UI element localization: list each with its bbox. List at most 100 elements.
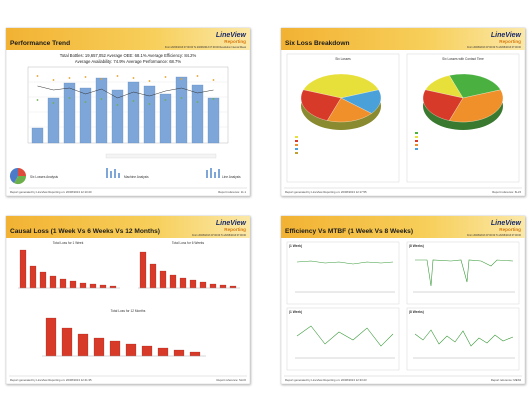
bars-shape — [29, 265, 37, 289]
trend-chart-shape-shape — [68, 77, 71, 79]
legend-swatches — [295, 132, 418, 154]
trend-chart-shape-shape — [180, 97, 183, 99]
trend-chart-shape — [105, 153, 217, 159]
page-title: Causal Loss (1 Week Vs 6 Weeks Vs 12 Mon… — [10, 228, 160, 235]
trend-chart-shape-shape — [79, 87, 92, 144]
logo-sub: Reporting — [224, 227, 246, 232]
report-page: Performance Trend LineView Reporting Fro… — [5, 27, 251, 197]
header-band — [281, 216, 525, 238]
footer: Report reference: 11.1 — [218, 190, 246, 194]
bars-shape — [159, 270, 167, 289]
bars-shape — [229, 285, 237, 289]
panel — [286, 241, 400, 305]
trend-chart-shape-shape — [95, 77, 108, 144]
bars-shape — [179, 277, 187, 289]
report-page: Six Loss Breakdown LineView Reporting Fr… — [280, 27, 526, 197]
trend-chart-shape — [36, 97, 215, 106]
chart-label: Total Loss for 1 Week — [53, 241, 84, 245]
bars-shape — [77, 333, 89, 357]
summary: Average Availability: 74.9% Average Perf… — [75, 59, 181, 64]
link-thumbs-shape — [114, 169, 116, 178]
link-thumbs-shape — [118, 173, 120, 178]
bars-shape — [157, 347, 169, 357]
legend-swatches-shape — [295, 152, 298, 154]
trend-chart-shape-shape — [196, 75, 199, 77]
header-band — [6, 216, 250, 238]
bars-shape — [209, 283, 217, 289]
link-thumbs-shape — [14, 176, 27, 185]
pie-3d-shape — [327, 97, 372, 123]
link-label[interactable]: Line Analysis — [222, 175, 241, 179]
trend-chart-shape-shape — [212, 79, 215, 81]
report-info: From 20/06/2013 07:00:00 To 20/08/2013 0… — [165, 46, 247, 49]
panel-label: (1 Week) — [289, 244, 302, 248]
link-thumbs-shape — [9, 167, 18, 183]
header-band — [281, 28, 525, 50]
trend-chart-shape-shape — [116, 104, 119, 106]
footer: Report reference: 6LL5 — [492, 190, 521, 194]
bars-shape — [19, 249, 27, 289]
legend-swatches-shape — [415, 148, 418, 150]
logo-sub: Reporting — [224, 39, 246, 44]
bars-shape — [93, 337, 105, 357]
bars-shape — [69, 280, 77, 289]
report-info: From 20/08/2013 07:00:00 To 20/08/2013 0… — [467, 234, 522, 237]
legend-swatches-shape — [295, 140, 298, 142]
chart-label: Six Losses with Contact Time — [442, 57, 484, 61]
chart-label: Six Losses — [335, 57, 351, 61]
summary: Total Bottles: 19,657,052 Average OEE: 6… — [60, 53, 197, 58]
link-label[interactable]: Six Losses Analysis — [30, 175, 58, 179]
logo-sub: Reporting — [499, 227, 521, 232]
bars — [19, 249, 237, 357]
trend-chart-shape-shape — [36, 75, 39, 77]
bars-shape — [189, 279, 197, 289]
link-thumbs — [9, 167, 220, 185]
pie-3d-shape — [340, 89, 382, 114]
bars-shape — [59, 278, 67, 289]
pie-3d-shape — [449, 89, 504, 123]
trend-chart-shape-shape — [31, 127, 44, 144]
logo: LineView — [216, 32, 247, 39]
bars-shape — [45, 317, 57, 357]
legend-swatches-shape — [295, 148, 298, 150]
pie-3d — [422, 73, 504, 130]
link-thumbs-shape — [106, 168, 108, 178]
bars-shape — [49, 275, 57, 289]
trend-chart-shape-shape — [100, 98, 103, 100]
trend-lines — [296, 259, 514, 347]
logo: LineView — [491, 220, 522, 227]
page-title: Efficiency Vs MTBF (1 Week Vs 8 Weeks) — [285, 228, 413, 235]
pie-3d-shape — [303, 73, 379, 99]
trend-chart-shape-shape — [164, 76, 167, 78]
trend-chart-shape-shape — [191, 84, 204, 144]
trend-chart-shape-shape — [84, 101, 87, 103]
bars-shape — [79, 282, 87, 289]
legend-swatches-shape — [295, 144, 298, 146]
footer: Report generated by LineView Reporting o… — [10, 378, 92, 382]
bars-shape — [109, 285, 117, 289]
trend-lines-shape — [415, 259, 514, 287]
header-band — [6, 28, 250, 50]
trend-chart-shape-shape — [207, 97, 220, 144]
pie-3d-shape — [449, 73, 501, 99]
trend-chart-shape-shape — [212, 98, 215, 100]
link-thumbs-shape — [210, 168, 212, 178]
bars-shape — [89, 283, 97, 289]
chart-label: Total Loss for 12 Months — [111, 309, 146, 313]
footer: Report generated by LineView Reporting o… — [285, 378, 367, 382]
legend-swatches-shape — [415, 144, 418, 146]
trend-chart-shape-shape — [116, 75, 119, 77]
link-thumbs-shape — [206, 170, 208, 178]
trend-chart-shape-shape — [132, 77, 135, 79]
trend-chart — [27, 66, 229, 159]
link-label[interactable]: Machine Analysis — [124, 175, 149, 179]
report-page: Causal Loss (1 Week Vs 6 Weeks Vs 12 Mon… — [5, 215, 251, 385]
trend-chart-shape-shape — [84, 76, 87, 78]
panel-label: (8 Weeks) — [409, 244, 424, 248]
page-title: Six Loss Breakdown — [285, 40, 350, 47]
bars-shape — [109, 340, 121, 357]
bars-shape — [61, 327, 73, 357]
link-thumbs-shape — [214, 172, 216, 178]
trend-chart-shape — [36, 75, 215, 82]
bars-shape — [169, 274, 177, 289]
